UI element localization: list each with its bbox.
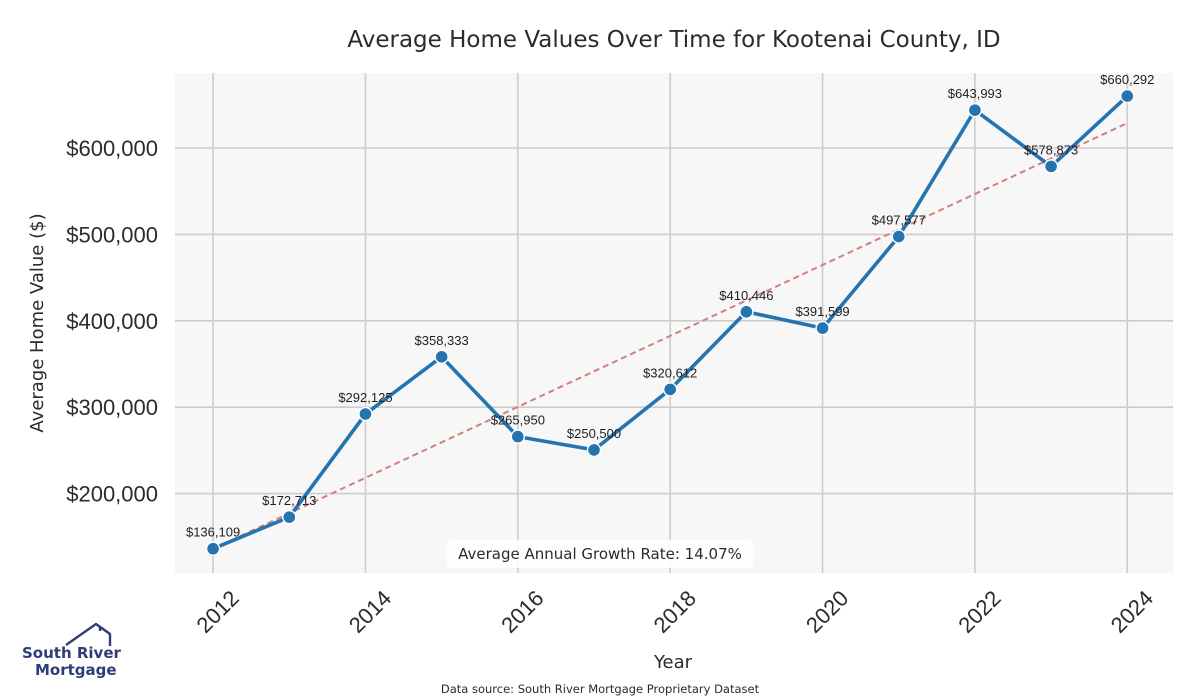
data-label: $292,125 [338,390,392,405]
logo-line-1: South River [22,644,122,662]
data-point [434,349,449,365]
y-tick-labels: $200,000 $300,000 $400,000 $500,000 $600,000 [66,136,158,506]
company-logo: South River Mortgage [22,622,122,679]
y-tick-label: $500,000 [66,222,158,247]
x-tick-label: 2012 [192,585,244,637]
data-label: $410,446 [719,288,773,303]
series-group [205,88,1135,556]
x-tick-label: 2024 [1106,585,1158,637]
data-labels: $136,109 $172,713 $292,125 $358,333 $265,950… [186,72,1154,540]
data-point [662,382,678,397]
data-point [1043,159,1059,174]
data-point [1120,88,1135,104]
data-point [815,320,830,336]
y-tick-label: $200,000 [66,482,158,507]
data-label: $497,577 [872,213,926,228]
data-label: $643,993 [948,86,1002,101]
data-point [205,541,221,556]
y-tick-label: $400,000 [66,309,158,334]
trendline-group [212,122,1128,550]
y-axis-label: Average Home Value ($) [27,213,48,432]
y-tick-label: $300,000 [66,395,158,420]
data-point [510,429,526,444]
data-label: $136,109 [186,525,240,540]
chart-title: Average Home Values Over Time for Kooten… [347,27,1000,53]
trendline [212,122,1128,550]
data-label: $578,873 [1024,142,1078,157]
data-label: $358,333 [415,333,469,348]
data-label: $172,713 [262,493,316,508]
annotation-box [447,540,753,568]
data-point [358,406,373,422]
y-tick-label: $600,000 [66,136,158,161]
x-tick-label: 2014 [344,585,396,637]
data-point [586,442,602,458]
data-point [891,229,906,244]
logo-line-2: Mortgage [35,661,117,679]
house-roof-icon [65,622,112,646]
data-label: $660,292 [1100,72,1154,87]
annotation-text: Average Annual Growth Rate: 14.07% [458,545,742,563]
data-label: $265,950 [491,413,545,428]
data-point [739,304,754,320]
data-label: $320,612 [643,365,697,380]
data-point [282,509,297,525]
x-tick-label: 2020 [801,585,853,637]
data-label: $250,500 [567,426,621,441]
data-label: $391,599 [795,304,849,319]
data-source-note: Data source: South River Mortgage Propri… [441,682,760,696]
x-tick-label: 2018 [649,585,701,637]
x-tick-labels: 2012 2014 2016 2018 2020 2022 2024 [192,585,1158,637]
data-point [967,102,983,118]
growth-rate-annotation: Average Annual Growth Rate: 14.07% [447,540,753,568]
x-tick-label: 2016 [496,585,548,637]
x-tick-label: 2022 [953,585,1005,637]
x-axis-label: Year [653,652,693,673]
